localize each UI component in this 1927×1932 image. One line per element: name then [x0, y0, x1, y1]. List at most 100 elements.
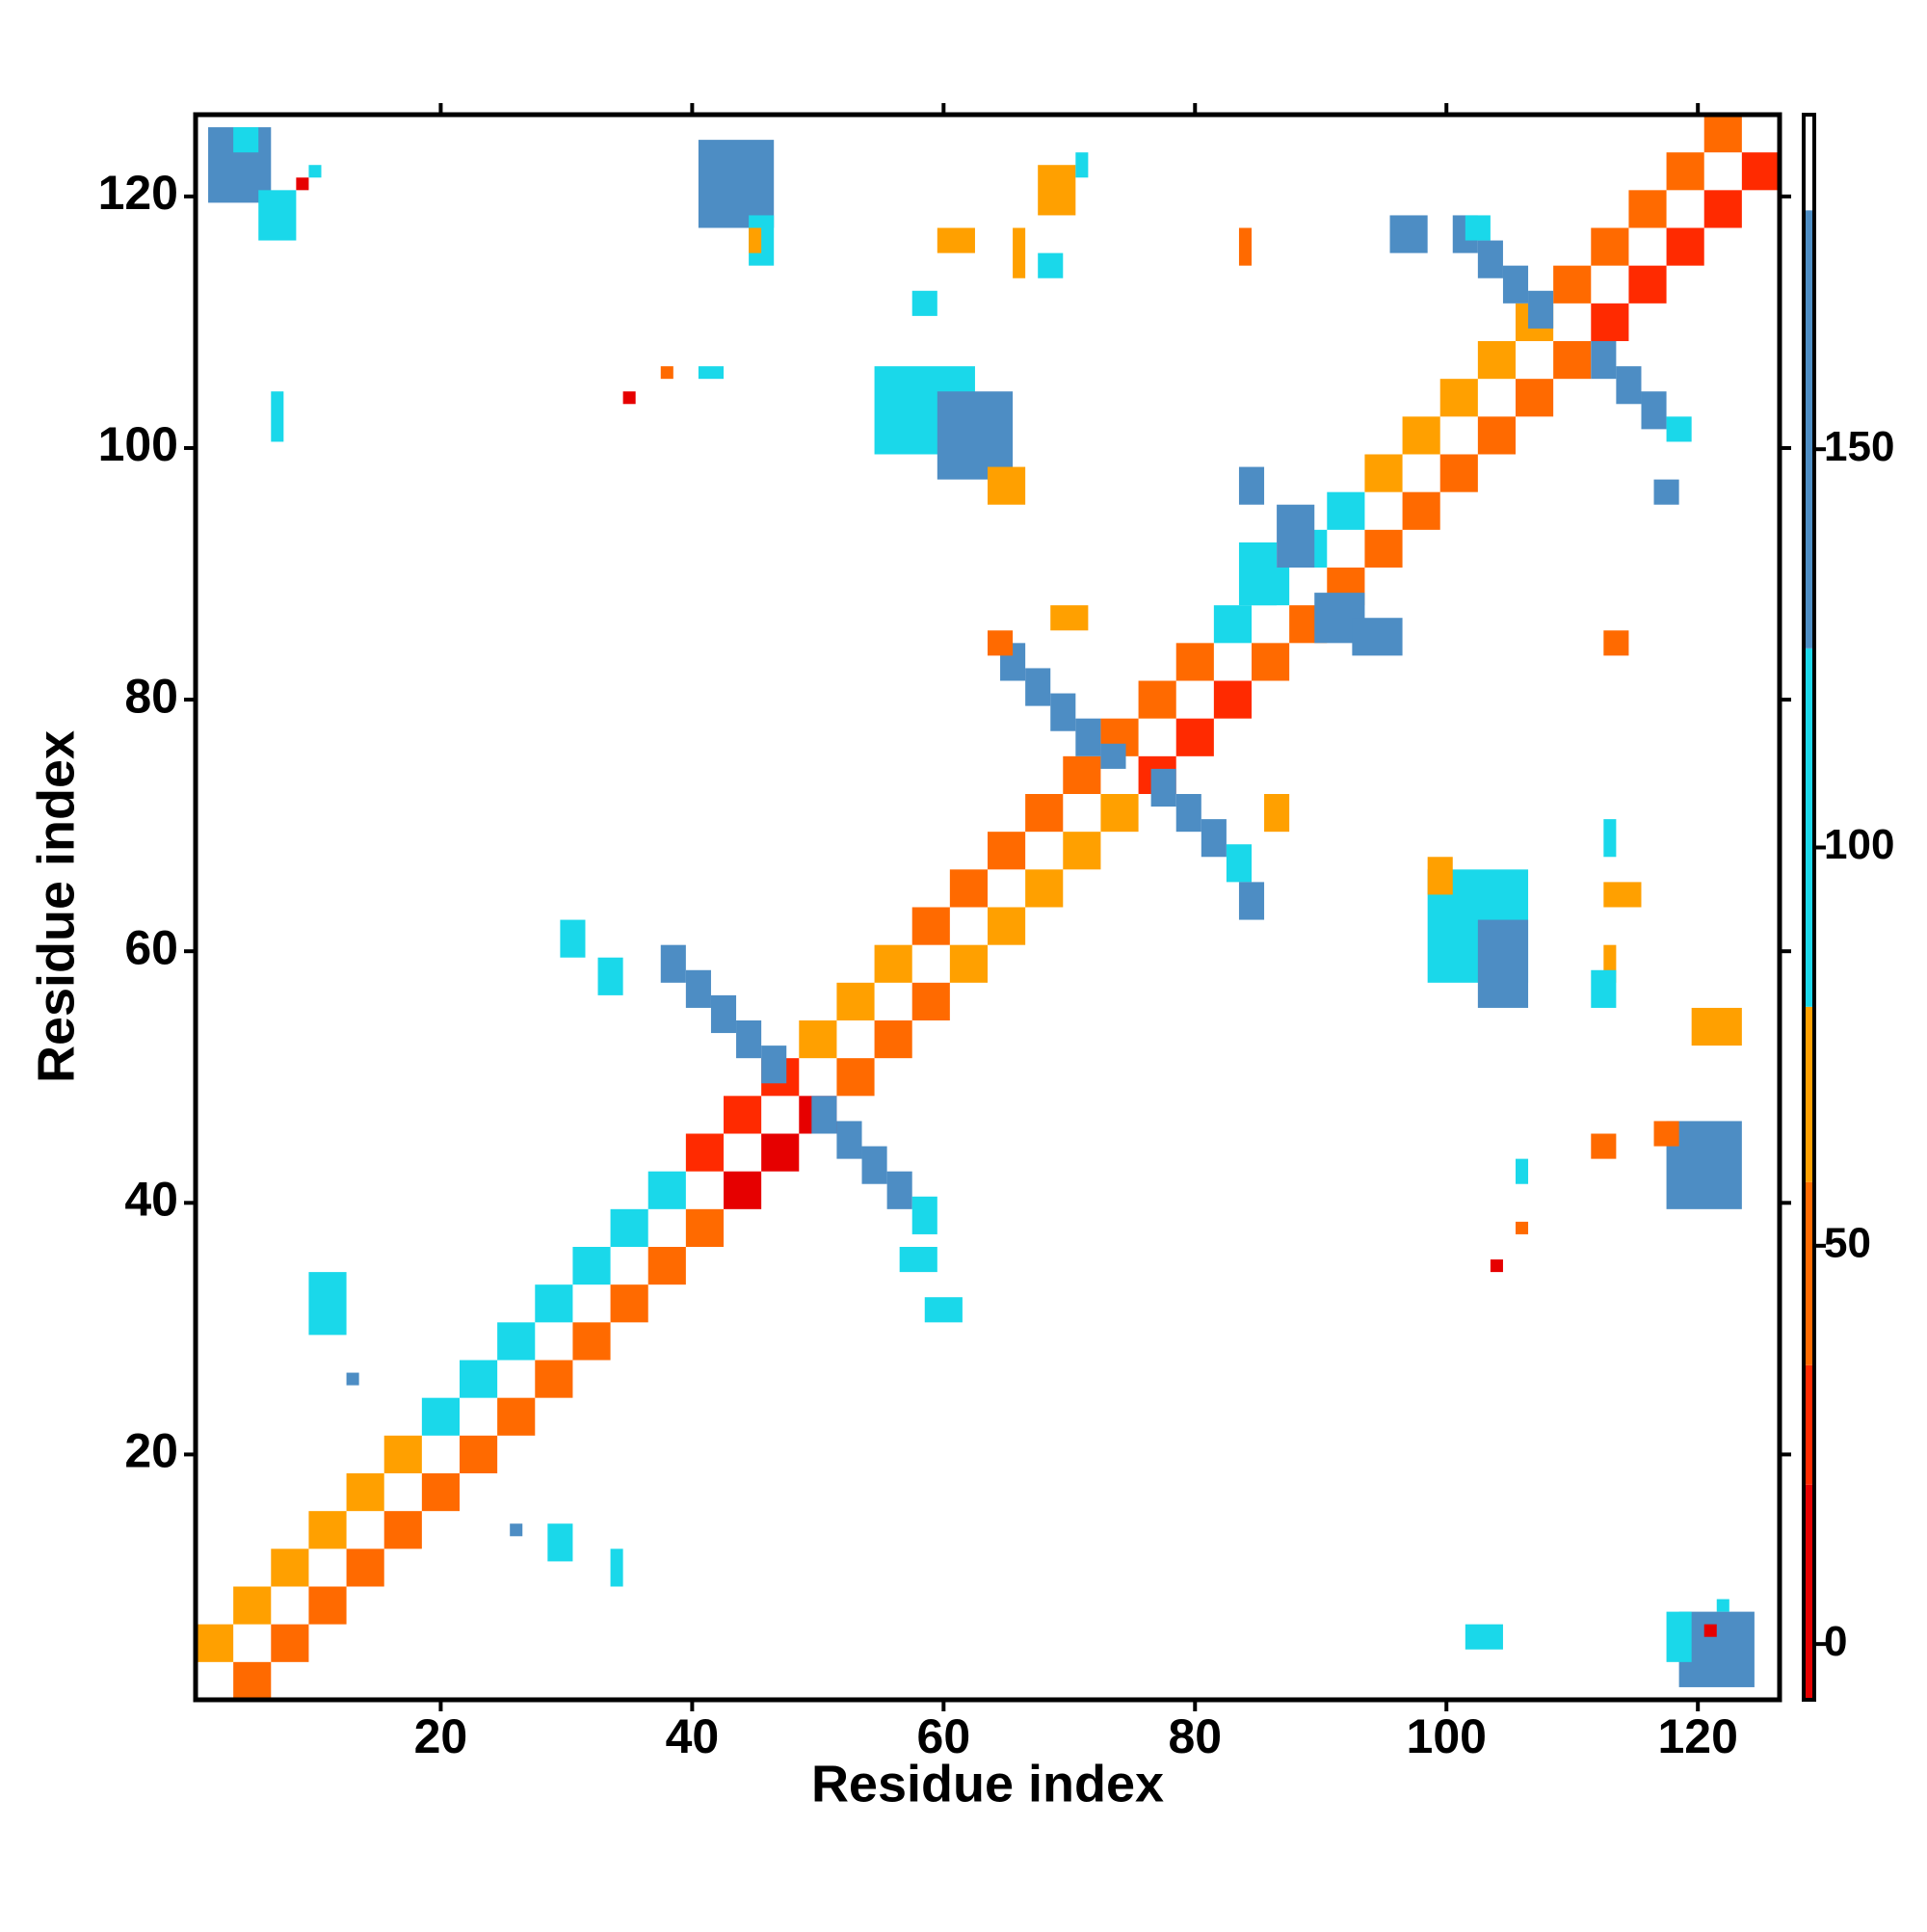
heatmap-cell [258, 190, 297, 241]
heatmap-cell [1050, 605, 1089, 631]
heatmap-cell [1100, 794, 1139, 833]
heatmap-cell [836, 982, 875, 1020]
y-axis-label: Residue index [27, 730, 85, 1083]
heatmap-cell [1352, 618, 1403, 656]
heatmap-cell [296, 177, 309, 191]
heatmap-cell [660, 366, 673, 380]
heatmap-cell [1553, 341, 1592, 380]
heatmap-cell [1264, 794, 1290, 833]
heatmap-cell [271, 1548, 309, 1587]
heatmap-cell [308, 165, 322, 178]
heatmap-cell [1616, 366, 1642, 405]
heatmap-cell [1013, 227, 1026, 278]
heatmap-cell [924, 1297, 963, 1323]
heatmap-cell [1075, 718, 1101, 756]
heatmap-cell [1150, 768, 1176, 807]
heatmap-cell [1402, 416, 1440, 455]
heatmap-cell [685, 969, 711, 1008]
heatmap-cell [1238, 466, 1265, 505]
heatmap-cell [421, 1473, 460, 1512]
heatmap-cell [811, 1096, 837, 1134]
heatmap-cell [346, 1372, 359, 1386]
heatmap-cell [1063, 755, 1101, 794]
heatmap-cell [647, 1247, 686, 1285]
colorbar-band [1804, 648, 1814, 1007]
heatmap-cell [988, 907, 1026, 945]
heatmap-cell [1502, 265, 1529, 304]
heatmap-cell [836, 1121, 862, 1159]
colorbar-band [1804, 1364, 1814, 1485]
heatmap-cell [233, 1586, 272, 1625]
heatmap-cell [1603, 819, 1617, 858]
heatmap-cell [685, 1133, 724, 1172]
heatmap-cell [685, 1208, 724, 1247]
heatmap-cell [622, 391, 636, 405]
heatmap-cell [572, 1322, 611, 1361]
heatmap-cell [1427, 857, 1453, 895]
colorbar-band [1804, 1006, 1814, 1182]
heatmap-cell [497, 1397, 536, 1436]
heatmap-cell [749, 227, 762, 253]
heatmap-cell [1175, 643, 1214, 681]
heatmap-cell [346, 1548, 384, 1587]
heatmap-cell [547, 1523, 573, 1562]
heatmap-cell [510, 1523, 523, 1537]
heatmap-cell [1553, 265, 1592, 304]
heatmap-cell [1364, 454, 1403, 492]
heatmap-cell [1038, 252, 1064, 278]
heatmap-cell [874, 1020, 912, 1059]
heatmap-cell [949, 944, 988, 983]
colorbar [1804, 115, 1814, 1700]
heatmap-cell [233, 127, 259, 153]
heatmap-cell [937, 391, 1014, 480]
heatmap-cell [1516, 1158, 1529, 1184]
y-tick-label: 40 [124, 1173, 178, 1227]
heatmap-cell [1516, 1221, 1529, 1234]
heatmap-cell [1516, 379, 1554, 417]
heatmap-cell [1238, 882, 1265, 920]
heatmap-cell [383, 1435, 422, 1473]
heatmap-cell [1591, 227, 1629, 266]
x-tick-label: 40 [666, 1709, 720, 1763]
heatmap-cell [1226, 844, 1252, 883]
heatmap-cell [1025, 794, 1064, 833]
heatmap-cell [1477, 416, 1516, 455]
heatmap-cell [1703, 1624, 1717, 1637]
heatmap-cell [698, 366, 724, 380]
heatmap-cell [1666, 1611, 1692, 1662]
heatmap-cell [1591, 303, 1629, 341]
heatmap-cell [1025, 668, 1051, 706]
plot-frame [193, 112, 1782, 1703]
heatmap-cell [308, 1586, 347, 1625]
heatmap-cell [1477, 341, 1516, 380]
heatmap-cell [724, 1096, 762, 1134]
heatmap-cell [610, 1208, 648, 1247]
colorbar-band [1804, 115, 1814, 211]
heatmap-cell [1063, 832, 1101, 870]
heatmap-cell [1528, 290, 1554, 329]
heatmap-cell [710, 994, 737, 1034]
heatmap-cell [1628, 265, 1667, 304]
heatmap-cell [1201, 819, 1227, 858]
heatmap-cell [1175, 718, 1214, 756]
heatmap-cell [1666, 416, 1692, 442]
heatmap-cell [1213, 680, 1252, 719]
heatmap-cell [1050, 693, 1076, 731]
x-tick-label: 60 [917, 1709, 971, 1763]
heatmap-cell [1238, 227, 1252, 266]
heatmap-cell [1075, 152, 1089, 178]
heatmap-cell [1389, 215, 1428, 253]
heatmap-cell [535, 1284, 573, 1323]
heatmap-cell [196, 1624, 234, 1662]
y-tick-label: 60 [124, 920, 178, 974]
colorbar-tick-label: 50 [1824, 1219, 1871, 1266]
x-tick-label: 100 [1407, 1709, 1487, 1763]
heatmap-cell [1603, 630, 1629, 656]
heatmap-cell [861, 1146, 887, 1184]
y-tick-label: 20 [124, 1424, 178, 1478]
heatmap-cell [911, 290, 937, 316]
heatmap-cell [460, 1360, 498, 1398]
heatmap-cells [196, 115, 1780, 1700]
